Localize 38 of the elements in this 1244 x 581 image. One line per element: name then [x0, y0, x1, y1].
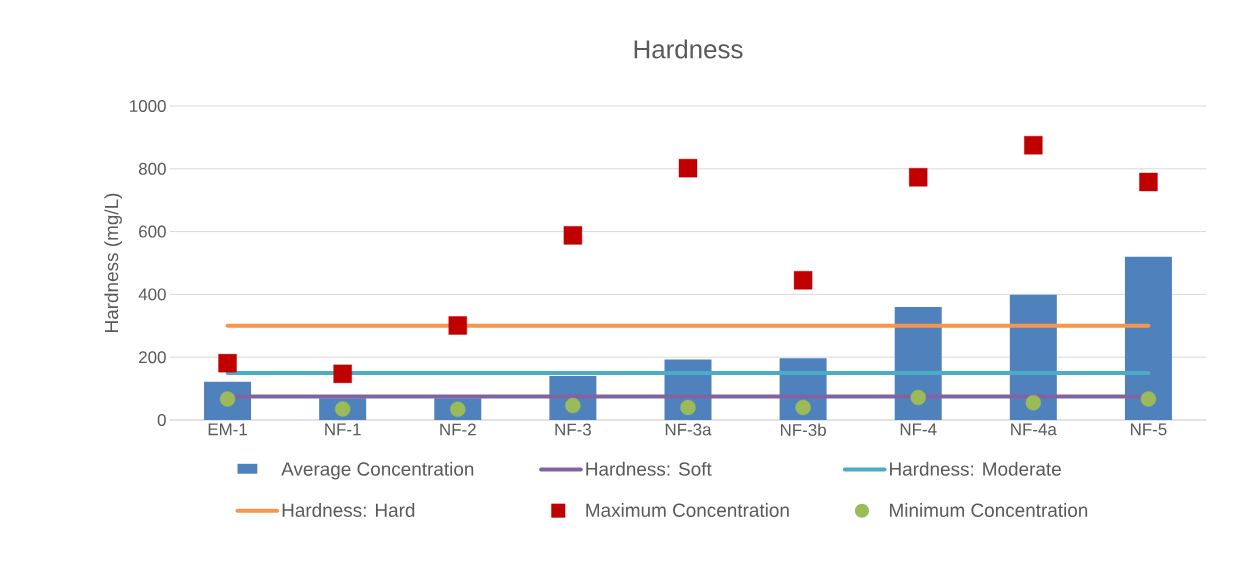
y-axis-title: Hardness (mg/L) [104, 193, 122, 332]
y-tick-label: 0 [157, 414, 166, 426]
x-tick-label: NF-3b [780, 423, 826, 436]
y-tick-label: 600 [139, 225, 166, 238]
point [1139, 172, 1158, 192]
legend-label: Hardness: Moderate [890, 461, 1061, 476]
x-tick-label: NF-4 [900, 423, 937, 436]
x-tick-label: NF-1 [325, 423, 361, 436]
x-tick-label: NF-2 [440, 423, 476, 436]
point [680, 399, 696, 416]
x-tick-label: EM-1 [208, 423, 247, 436]
legend-label: Minimum Concentration [890, 503, 1088, 517]
point [333, 364, 352, 384]
y-tick-label: 1000 [130, 100, 166, 112]
point [1140, 391, 1157, 407]
point [678, 158, 698, 178]
x-tick-label: NF-5 [1131, 423, 1167, 436]
point [563, 226, 583, 245]
point [1025, 395, 1042, 411]
x-tick-label: NF-3 [555, 423, 591, 436]
x-tick-label: NF-4a [1011, 423, 1057, 436]
legend-label: Hardness: Hard [282, 503, 415, 517]
point [1024, 136, 1043, 155]
legend-label: Hardness: Soft [586, 461, 712, 476]
y-tick-label: 400 [138, 288, 166, 301]
point [218, 353, 237, 373]
point [910, 389, 926, 406]
x-tick-label: NF-3a [665, 423, 712, 436]
point [909, 168, 928, 187]
point [793, 271, 813, 290]
legend-label: Average Concentration [281, 461, 474, 480]
point [795, 399, 811, 416]
y-tick-label: 200 [139, 351, 166, 364]
bar [1124, 256, 1172, 420]
chart-title: Hardness [634, 39, 743, 59]
legend-label: Maximum Concentration [586, 503, 789, 517]
y-tick-label: 800 [138, 162, 166, 175]
point [448, 316, 467, 335]
